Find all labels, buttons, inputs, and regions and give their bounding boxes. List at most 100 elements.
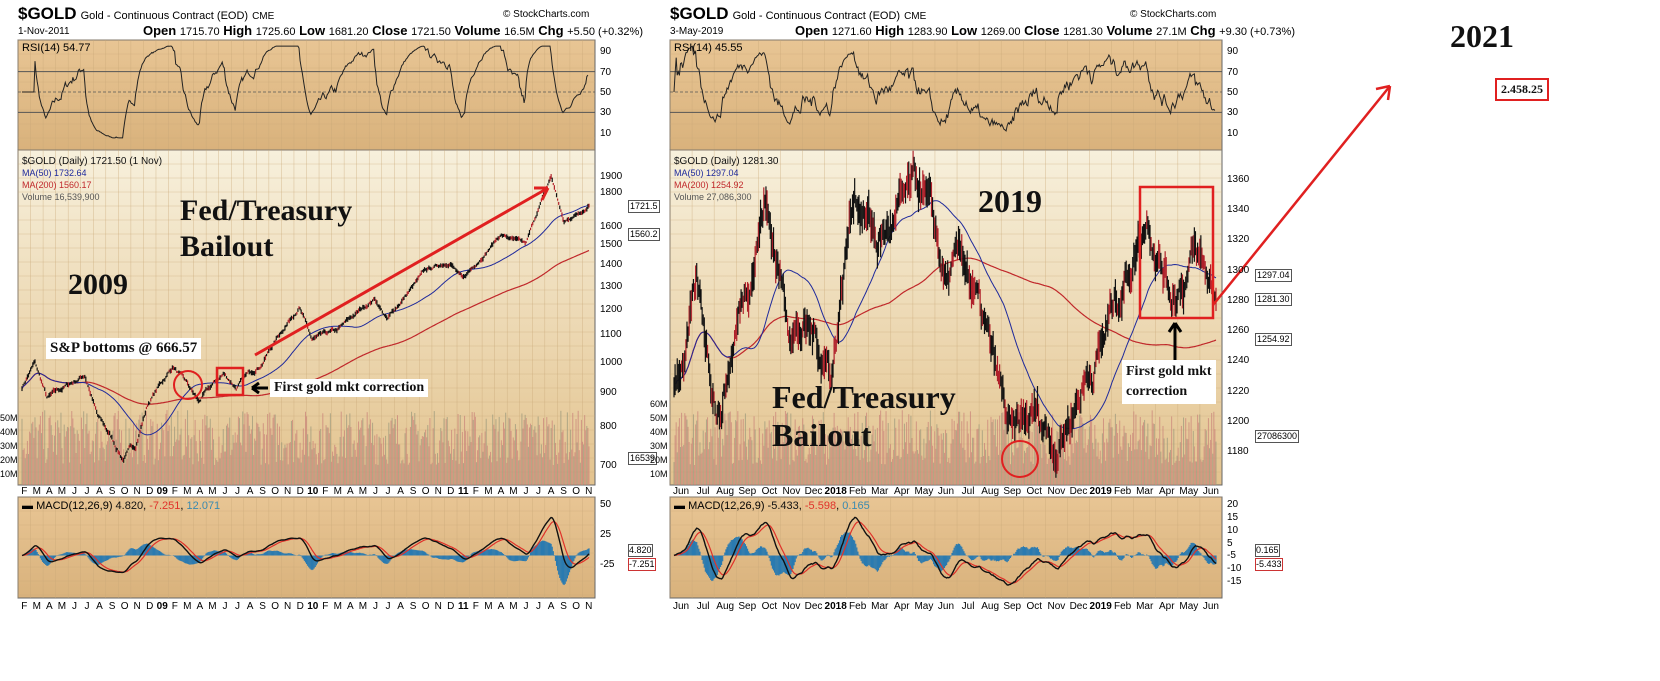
volume-bar [49, 415, 51, 485]
volume-bar [300, 462, 302, 485]
volume-bar [22, 449, 24, 485]
price-tag: 1721.5 [628, 199, 660, 213]
volume-bar [400, 463, 402, 485]
volume-bar [901, 410, 903, 485]
volume-bar [273, 414, 275, 485]
volume-bar [1020, 412, 1022, 485]
volume-bar [311, 449, 313, 485]
volume-bar [867, 462, 869, 485]
volume-bar [531, 425, 533, 485]
volume-bar [823, 453, 825, 485]
volume-bar [418, 461, 420, 485]
volume-bar [1032, 464, 1034, 485]
volume-bar [778, 436, 780, 485]
volume-bar [1108, 422, 1110, 485]
volume-bar [1028, 420, 1030, 485]
volume-bar [68, 427, 70, 485]
volume-bar [880, 410, 882, 485]
x-tick: Nov [782, 486, 801, 497]
volume-bar [377, 464, 379, 485]
volume-bar [1106, 438, 1108, 485]
volume-bar [1209, 448, 1211, 485]
x-tick-bottom: A [46, 601, 53, 612]
volume-bar [375, 464, 377, 485]
volume-bar [451, 429, 453, 485]
volume-bar [755, 462, 757, 485]
x-tick-bottom: O [421, 601, 430, 612]
macd-value-2: 12.071 [186, 500, 221, 512]
volume-bar [762, 433, 764, 485]
volume-bar [1104, 442, 1106, 485]
volume-bar [211, 427, 213, 485]
volume-tick: 50M [650, 413, 668, 423]
macd-tag: 0.165 [1255, 543, 1280, 557]
x-tick: M [208, 486, 217, 497]
volume-bar [320, 428, 322, 485]
volume-bar [1087, 439, 1089, 485]
volume-bar [1189, 461, 1191, 485]
volume-bar [1109, 418, 1111, 485]
x-tick-bottom: J [536, 601, 542, 612]
quote-low-label: Low [295, 23, 329, 38]
volume-bar [960, 443, 962, 485]
volume-bar [84, 448, 86, 485]
volume-bar [32, 421, 34, 485]
volume-bar [1013, 455, 1015, 485]
volume-bar [917, 453, 919, 485]
volume-bar [1185, 418, 1187, 485]
price-tick: 900 [600, 387, 617, 399]
volume-bar [510, 430, 512, 485]
volume-bar [283, 448, 285, 485]
volume-bar [864, 415, 866, 485]
volume-bar [127, 451, 129, 485]
volume-bar [888, 448, 890, 485]
x-tick: S [409, 486, 417, 497]
volume-bar [276, 423, 278, 485]
volume-bar [204, 414, 206, 485]
volume-bar [90, 451, 92, 485]
volume-bar [722, 438, 724, 485]
volume-bar [114, 413, 116, 485]
volume-bar [50, 425, 52, 485]
annotation-correction-right: First gold mkt correction [1122, 360, 1216, 404]
volume-bar [29, 431, 31, 485]
volume-bar [128, 428, 130, 485]
volume-bar [943, 452, 945, 485]
volume-bar [1171, 416, 1173, 485]
volume-bar [42, 411, 44, 485]
macd-tick: -5 [1227, 550, 1236, 562]
volume-bar [939, 463, 941, 485]
volume-bar [530, 423, 532, 485]
volume-bar [231, 449, 233, 485]
volume-bar [1215, 441, 1217, 485]
volume-bar [1081, 417, 1083, 485]
volume-bar [764, 421, 766, 485]
volume-bar [287, 464, 289, 485]
volume-bar [457, 414, 459, 485]
volume-bar [723, 445, 725, 485]
x-tick: M [509, 486, 518, 497]
volume-bar [777, 421, 779, 485]
volume-bar [523, 419, 525, 485]
x-tick-bottom: Oct [1026, 601, 1043, 612]
volume-bar [355, 456, 357, 485]
volume-bar [484, 431, 486, 485]
volume-bar [343, 430, 345, 485]
volume-bar [879, 414, 881, 485]
x-tick: May [914, 486, 934, 497]
x-tick-bottom: Sep [1003, 601, 1022, 612]
volume-bar [955, 430, 957, 485]
quote-high-label: High [871, 23, 908, 38]
volume-bar [118, 429, 120, 485]
volume-bar [829, 435, 831, 485]
volume-bar [246, 412, 248, 485]
volume-bar [1158, 438, 1160, 485]
volume-bar [111, 441, 113, 485]
volume-bar [57, 420, 59, 485]
volume-bar [852, 434, 854, 485]
volume-bar [165, 413, 167, 485]
volume-bar [1128, 447, 1130, 485]
x-tick-bottom: O [572, 601, 581, 612]
volume-bar [816, 445, 818, 485]
x-tick: J [523, 486, 529, 497]
